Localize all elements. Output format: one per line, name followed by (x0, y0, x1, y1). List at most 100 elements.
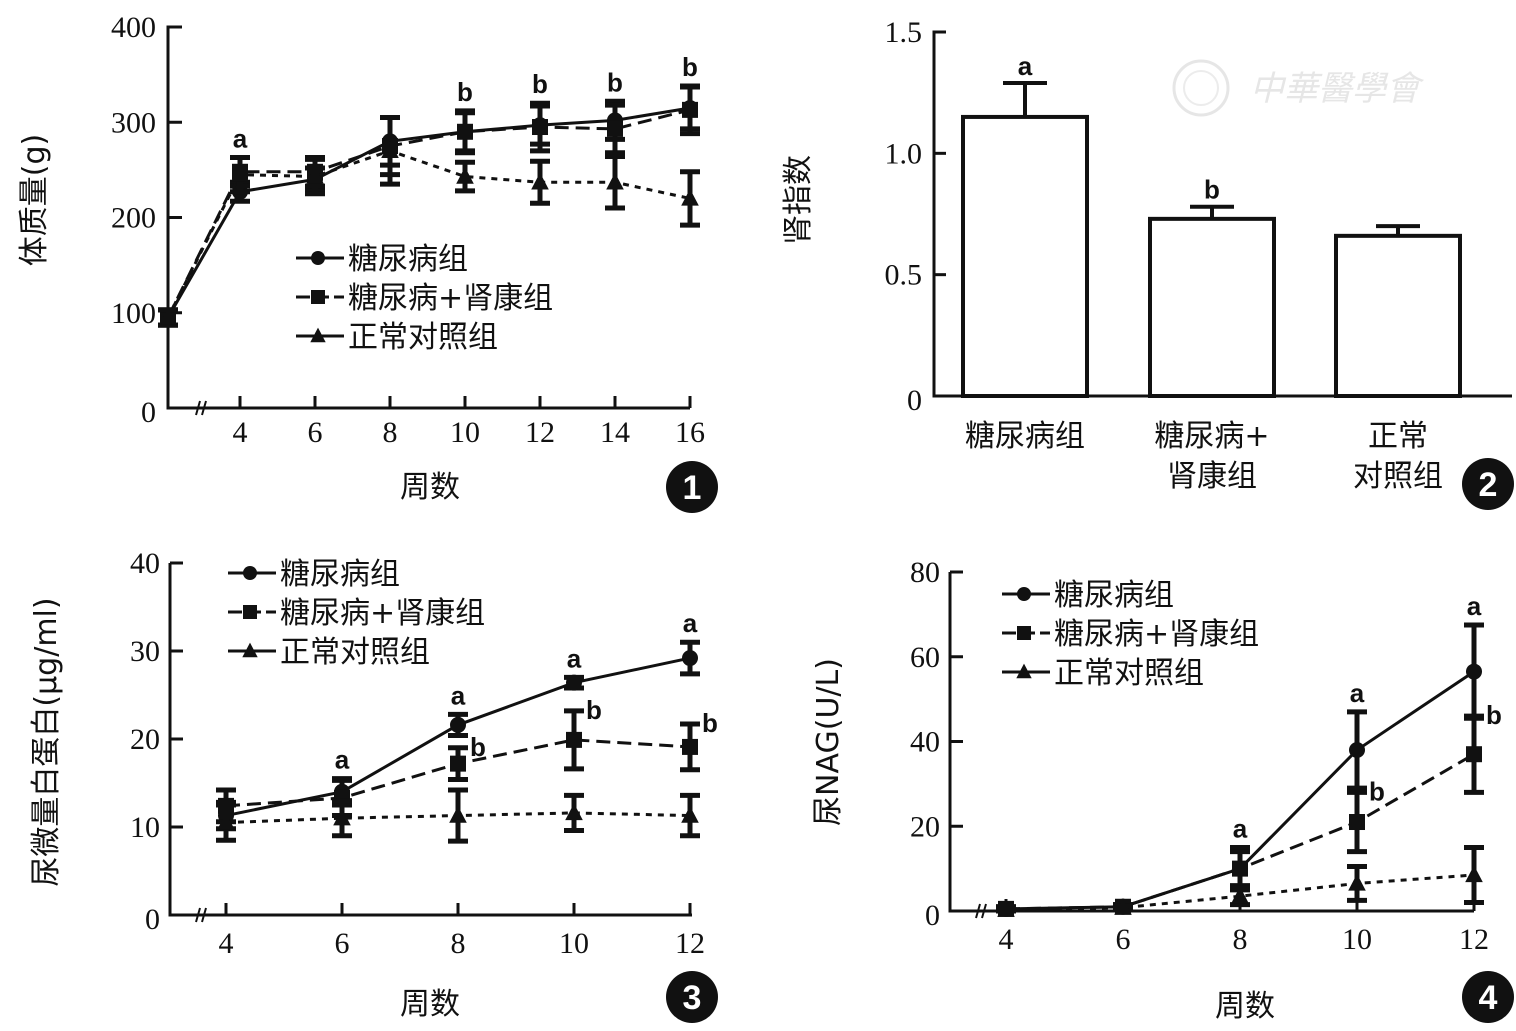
significance-label: b (1369, 776, 1385, 806)
legend-marker-square-icon (1017, 626, 1031, 640)
y-tick-label: 200 (111, 202, 156, 235)
legend-label: 糖尿病+肾康组 (1054, 617, 1259, 652)
figure-badge (1462, 971, 1514, 1023)
x-tick-label: 8 (1233, 923, 1248, 956)
legend-item: 糖尿病组 (1002, 578, 1174, 613)
data-point (159, 307, 177, 325)
data-point (1465, 865, 1483, 883)
x-tick-label: 6 (1116, 923, 1131, 956)
series-line (166, 149, 691, 319)
chart-kidney-index: 0 0.5 1.0 1.5 肾指数 a 糖尿病组 b 糖尿病+ 肾康组 正常对照组 2 (781, 16, 1514, 510)
bar-group: a 糖尿病组 (961, 51, 1089, 454)
x-tick-label: 16 (675, 416, 705, 449)
x-axis-label: 周数 (400, 987, 460, 1022)
significance-label: a (683, 608, 698, 638)
x-tick-label: 12 (1459, 923, 1489, 956)
data-point (681, 805, 699, 823)
legend-label: 正常对照组 (1054, 656, 1204, 691)
significance-label: b (702, 708, 718, 738)
y-tick-label: 20 (130, 723, 160, 756)
legend-marker-triangle-icon (1016, 663, 1032, 679)
legend-marker-square-icon (311, 290, 325, 304)
chart-urine-nag: 0 20 40 60 80 4 6 8 10 12 周数 尿NAG(U/L) a a b a b 4 糖尿病组 糖尿… (811, 556, 1514, 1024)
y-tick-label: 100 (111, 297, 156, 330)
error-bar (1190, 204, 1234, 219)
significance-label: a (1350, 678, 1365, 708)
y-tick-label: 20 (910, 810, 940, 843)
legend-marker-circle-icon (1017, 587, 1031, 601)
data-point (532, 119, 548, 136)
legend-item: 糖尿病组 (228, 557, 400, 592)
y-tick-label: 400 (111, 11, 156, 44)
x-tick-label: 8 (383, 416, 398, 449)
x-tick-label: 14 (600, 416, 630, 449)
legend-label: 正常对照组 (348, 320, 498, 355)
x-tick-label: 4 (233, 416, 248, 449)
data-point (606, 172, 624, 190)
data-point (997, 900, 1015, 917)
data-point (456, 166, 474, 184)
y-tick-label: 80 (910, 556, 940, 589)
bar-group: 正常对照组 (1334, 224, 1462, 494)
legend-item: 正常对照组 (1002, 656, 1204, 691)
axis-break-icon (195, 907, 207, 923)
legend-item: 糖尿病+肾康组 (296, 281, 553, 316)
data-point (1114, 898, 1132, 915)
y-tick-label: 30 (130, 635, 160, 668)
significance-label: a (451, 680, 466, 710)
x-category-label: 糖尿病+ (1154, 419, 1269, 454)
legend-item: 正常对照组 (296, 320, 498, 355)
figure-badge-number: 2 (1479, 466, 1498, 504)
data-point (449, 805, 467, 823)
legend-item: 正常对照组 (228, 635, 430, 670)
y-tick-label: 300 (111, 106, 156, 139)
significance-label: a (1018, 51, 1033, 81)
bar (1148, 216, 1276, 398)
y-axis-label: 肾指数 (781, 155, 816, 245)
x-axis-label: 周数 (400, 470, 460, 505)
series-line (166, 106, 691, 319)
x-category-label: 正常 (1368, 419, 1428, 454)
bar-group: b 糖尿病+ 肾康组 (1148, 175, 1276, 494)
significance-label: a (567, 643, 582, 673)
x-category-label: 对照组 (1353, 459, 1443, 494)
legend-label: 正常对照组 (280, 635, 430, 670)
watermark-seal-inner (1183, 70, 1219, 106)
legend-label: 糖尿病+肾康组 (280, 596, 485, 631)
data-point (565, 803, 583, 821)
figure-badge (666, 461, 718, 513)
series-2 (996, 844, 1484, 917)
data-point (682, 101, 698, 118)
significance-label: a (233, 123, 248, 153)
y-tick-label: 1.5 (885, 16, 923, 49)
legend-label: 糖尿病组 (348, 242, 468, 277)
significance-label: b (682, 52, 698, 82)
significance-label: b (1486, 700, 1502, 730)
legend-item: 糖尿病+肾康组 (1002, 617, 1259, 652)
x-tick-label: 8 (451, 927, 466, 960)
data-point (1349, 814, 1365, 831)
y-tick-label: 10 (130, 811, 160, 844)
data-point (381, 141, 399, 159)
x-tick-label: 4 (219, 927, 234, 960)
figure-badge-number: 1 (683, 469, 702, 507)
figure-badge (1462, 458, 1514, 510)
data-point (333, 808, 351, 826)
x-tick-label: 4 (999, 923, 1014, 956)
data-point (450, 716, 466, 733)
significance-label: b (607, 67, 623, 97)
x-category-label: 糖尿病组 (965, 419, 1085, 454)
y-tick-label: 60 (910, 641, 940, 674)
y-tick-label: 40 (910, 726, 940, 759)
significance-label: b (457, 77, 473, 107)
x-tick-label: 12 (675, 927, 705, 960)
legend-marker-square-icon (243, 605, 257, 619)
data-point (1466, 663, 1482, 680)
error-bar (1003, 80, 1047, 117)
y-axis-label: 体质量(g) (17, 134, 52, 266)
data-point (457, 123, 473, 140)
significance-label: b (586, 695, 602, 725)
x-axis-label: 周数 (1215, 989, 1275, 1024)
data-point (1466, 746, 1482, 763)
significance-label: a (1467, 591, 1482, 621)
